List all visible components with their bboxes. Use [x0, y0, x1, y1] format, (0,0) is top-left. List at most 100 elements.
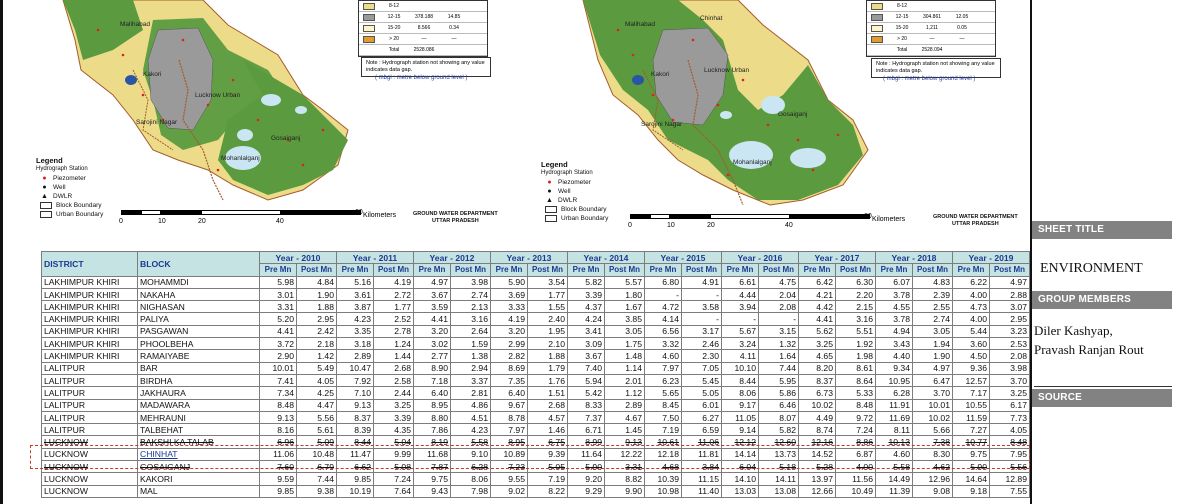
table-row: LALITPUR BIRDHA 7.41 4.05 7.92 2.58 7.18 3.37 7.… [41, 373, 1030, 388]
mini-cell: — [959, 36, 965, 42]
post-monsoon-value: 3.25 [989, 386, 1030, 400]
pre-monsoon-value: 14.64 [952, 472, 990, 486]
scale-bar [670, 214, 710, 219]
block-cell: PALIYA [137, 312, 260, 326]
post-monsoon-value: 2.74 [912, 312, 953, 326]
pre-monsoon-value: 3.25 [798, 337, 836, 351]
credit-line: GROUND WATER DEPARTMENT [933, 214, 1018, 220]
post-monsoon-value: 4.97 [912, 361, 953, 375]
post-monsoon-value: 1.76 [527, 373, 568, 388]
post-monsoon-value: 1.42 [296, 349, 337, 363]
year-header: Year - 2013 [490, 250, 568, 265]
table-row: LALITPUR BAR 10.01 5.49 10.47 2.68 8.90 2.94 8.6… [41, 361, 1030, 375]
source-label: SOURCE [1032, 389, 1172, 407]
mini-cell: 15-20 [895, 25, 909, 31]
post-monsoon-value: 1.59 [450, 337, 491, 351]
pre-monsoon-value: 4.11 [721, 349, 759, 363]
pre-monsoon-value: 6.61 [721, 275, 759, 289]
pre-monsoon-header: Pre Mn [413, 263, 451, 277]
post-monsoon-value: 6.17 [989, 398, 1030, 412]
highlight-outline [30, 445, 1030, 469]
scale-unit: Kilometers [872, 216, 906, 223]
panel-divider [1034, 386, 1172, 387]
urban-boundary-icon [40, 211, 52, 218]
post-monsoon-header: Post Mn [450, 263, 491, 277]
post-monsoon-value: 6.79 [296, 460, 337, 474]
post-monsoon-value: 9.99 [373, 447, 414, 462]
pre-monsoon-value: 3.78 [875, 312, 913, 326]
pre-monsoon-value: 3.78 [875, 287, 913, 302]
pre-monsoon-value: 6.07 [875, 275, 913, 289]
mini-cell: 14.85 [447, 14, 461, 20]
post-monsoon-value: 1.88 [527, 349, 568, 363]
post-monsoon-value: - [681, 312, 722, 326]
post-monsoon-value: 2.42 [296, 324, 337, 339]
post-monsoon-value: 2.78 [373, 324, 414, 339]
post-monsoon-value: 3.16 [450, 312, 491, 326]
pre-monsoon-value: 7.37 [567, 410, 605, 425]
pre-monsoon-value: 9.36 [952, 361, 990, 375]
post-monsoon-value: 7.55 [989, 484, 1030, 498]
pre-monsoon-value: 3.33 [490, 300, 528, 314]
pre-monsoon-value: 7.92 [336, 373, 374, 388]
post-monsoon-value: 4.23 [450, 423, 491, 437]
post-monsoon-value: 5.56 [989, 460, 1030, 474]
pre-monsoon-value: 4.50 [952, 349, 990, 363]
legend-row: ▲ DWLR [40, 192, 103, 201]
pre-monsoon-header: Pre Mn [721, 263, 759, 277]
pre-monsoon-value: 7.18 [413, 373, 451, 388]
year-header: Year - 2014 [567, 250, 645, 265]
post-monsoon-value: 6.01 [681, 398, 722, 412]
post-monsoon-value: 2.01 [604, 373, 645, 388]
block-cell: RAMAIYABE [137, 349, 260, 363]
post-monsoon-value: 2.52 [373, 312, 414, 326]
post-monsoon-value: 3.25 [373, 398, 414, 412]
swatch [871, 2, 883, 10]
pre-monsoon-value: 6.62 [336, 460, 374, 474]
table-row: LUCKNOW GOSAIGANJ 7.60 6.79 6.62 5.08 7.87 6.28… [41, 460, 1030, 474]
post-monsoon-value: 1.55 [527, 300, 568, 314]
post-monsoon-value: 2.08 [989, 349, 1030, 363]
post-monsoon-value: 8.07 [758, 410, 799, 425]
post-monsoon-value: 13.08 [758, 484, 799, 498]
dwlr-icon: ▲ [546, 197, 553, 204]
table-row: LAKHIMPUR KHIRI NAKAHA 3.01 1.90 3.61 2.72 3.6… [41, 287, 1030, 302]
post-monsoon-value: 5.49 [296, 361, 337, 375]
pre-monsoon-value: 5.90 [567, 460, 605, 474]
post-monsoon-value: 11.56 [835, 472, 876, 486]
year-header: Year - 2016 [721, 250, 799, 265]
post-monsoon-value: 7.73 [989, 410, 1030, 425]
post-monsoon-value: 1.95 [527, 324, 568, 339]
pre-monsoon-value: 4.41 [413, 312, 451, 326]
pre-monsoon-value: 8.69 [490, 361, 528, 375]
pre-monsoon-value: 4.41 [259, 324, 297, 339]
pre-monsoon-value: 3.39 [567, 287, 605, 302]
post-monsoon-value: 5.45 [681, 373, 722, 388]
legend-label: Urban Boundary [56, 211, 104, 218]
post-monsoon-value: 9.10 [450, 447, 491, 462]
post-monsoon-value: 1.45 [604, 423, 645, 437]
pre-monsoon-value: 5.67 [721, 324, 759, 339]
pre-monsoon-value: 9.34 [875, 361, 913, 375]
piezometer-icon: ● [547, 179, 552, 186]
pre-monsoon-value: 9.75 [952, 447, 990, 462]
district-cell: LUCKNOW [41, 484, 138, 498]
legend-label: Block Boundary [561, 206, 607, 213]
pre-monsoon-value: 6.42 [798, 275, 836, 289]
pre-monsoon-value: 11.69 [875, 410, 913, 425]
post-monsoon-value: 7.95 [989, 447, 1030, 462]
piezometer-icon: ● [42, 175, 47, 182]
table-row: LAKHIMPUR KHIRI PASGAWAN 4.41 2.42 3.35 2.78 3… [41, 324, 1030, 339]
legend-row: Block Boundary [545, 205, 608, 214]
post-monsoon-header: Post Mn [296, 263, 337, 277]
district-cell: LAKHIMPUR KHIRI [41, 275, 138, 289]
post-monsoon-value: 3.05 [604, 324, 645, 339]
post-monsoon-value: 3.07 [989, 300, 1030, 314]
post-monsoon-value: 4.25 [296, 386, 337, 400]
pre-monsoon-value: 7.97 [490, 423, 528, 437]
post-monsoon-header: Post Mn [835, 263, 876, 277]
pre-monsoon-value: 5.44 [952, 324, 990, 339]
pre-monsoon-value: 6.71 [567, 423, 605, 437]
pre-monsoon-value: 6.40 [490, 386, 528, 400]
pre-monsoon-value: 3.67 [567, 349, 605, 363]
